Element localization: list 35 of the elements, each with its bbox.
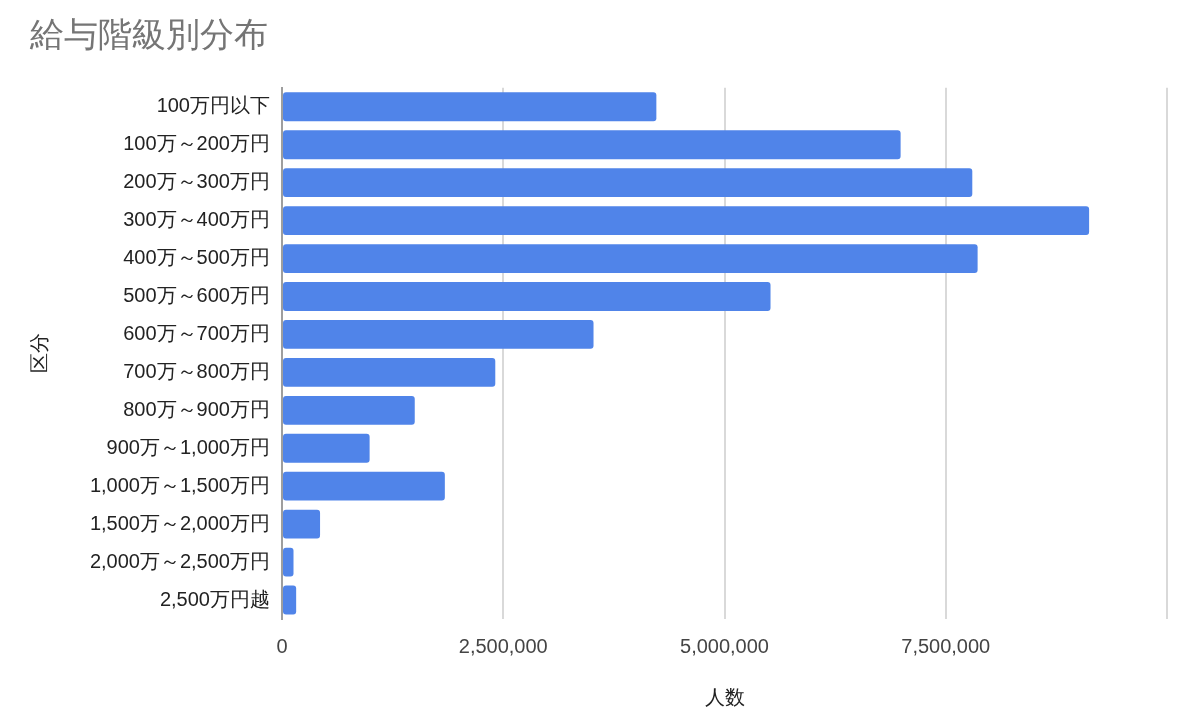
y-tick-label: 2,000万～2,500万円 [89,549,270,572]
x-axis-title: 人数 [704,685,745,708]
y-tick-label: 300万～400万円 [123,208,270,231]
y-tick-label: 200万～300万円 [123,170,270,193]
y-tick-label: 900万～1,000万円 [106,435,270,458]
x-tick-label: 5,000,000 [680,634,769,657]
bar [283,585,297,615]
bar [283,547,294,577]
bar [283,168,973,198]
y-tick-label: 600万～700万円 [123,321,270,344]
x-tick-label: 7,500,000 [901,634,991,657]
y-tick-label: 700万～800万円 [123,359,270,382]
y-tick-label: 100万～200万円 [123,132,270,155]
x-tick-label: 0 [276,634,288,657]
y-tick-label: 1,500万～2,000万円 [89,511,270,534]
bar [283,395,415,425]
bar [283,433,370,463]
y-axis-title: 区分 [27,333,50,374]
bar [283,471,445,501]
bar [283,206,1090,236]
y-tick-label: 2,500万円越 [159,587,270,610]
bar [283,509,321,539]
y-tick-label: 500万～600万円 [123,284,270,306]
bar [283,282,771,311]
bar [283,130,901,160]
x-tick-label: 2,500,000 [458,634,548,657]
bar [283,244,978,273]
bar [283,357,496,387]
y-tick-label: 400万～500万円 [123,246,270,269]
bar [283,320,594,349]
y-tick-label: 800万～900万円 [123,397,270,420]
chart-title: 給与階級別分布 [29,14,268,53]
y-tick-label: 1,000万～1,500万円 [89,473,270,496]
bar [283,92,657,122]
y-tick-label: 100万円以下 [156,94,270,117]
